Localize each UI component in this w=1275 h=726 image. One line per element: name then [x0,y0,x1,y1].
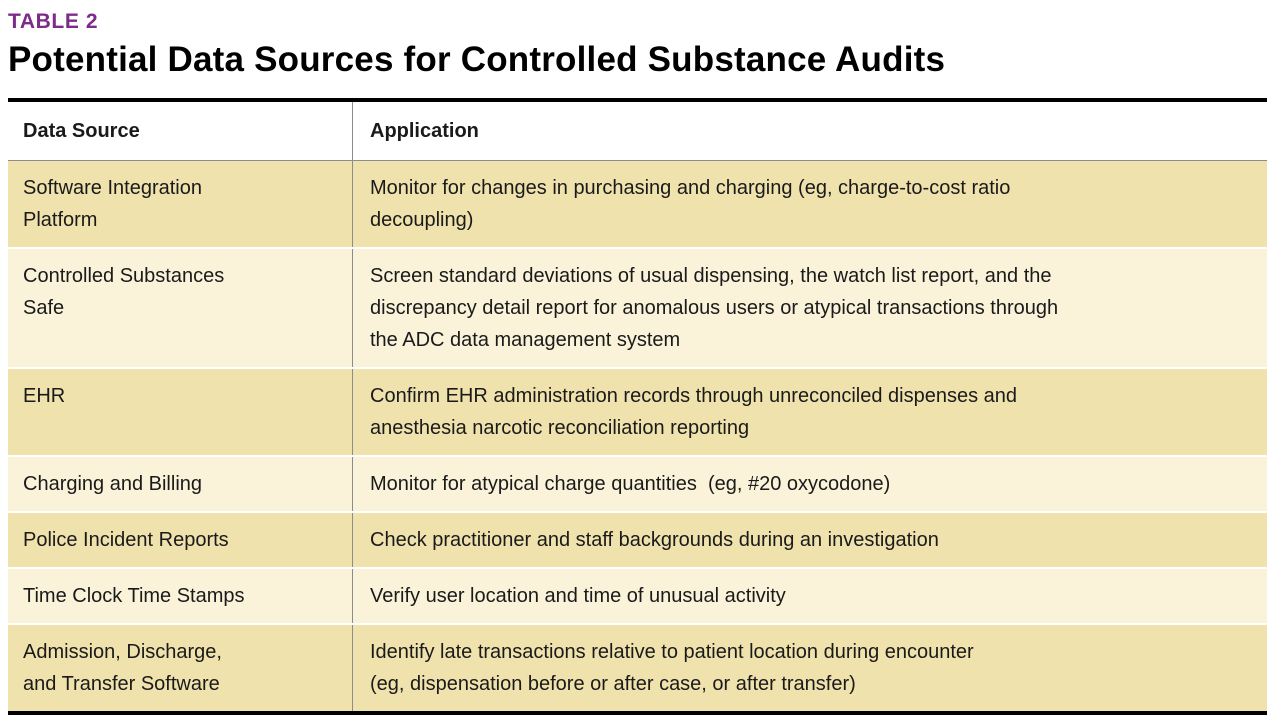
application-cell: Monitor for atypical charge quantities (… [370,473,891,495]
data-source-cell: Charging and Billing [8,457,353,511]
data-source-cell: Time Clock Time Stamps [8,569,353,623]
table-header-row: Data Source Application [8,102,1267,161]
table-title: Potential Data Sources for Controlled Su… [8,40,946,79]
application-cell: Verify user location and time of unusual… [370,585,786,607]
data-source-cell: EHR [8,369,353,455]
table-row: Time Clock Time Stamps Verify user locat… [8,569,1267,625]
table-row: EHR Confirm EHR administration records t… [8,369,1267,457]
application-cell: Screen standard deviations of usual disp… [370,265,1059,351]
table-row: Controlled Substances Safe Screen standa… [8,249,1267,369]
application-cell: Monitor for changes in purchasing and ch… [370,177,1011,231]
data-table: Data Source Application Software Integra… [8,98,1267,715]
column-header-application: Application [370,120,479,142]
table-row: Charging and Billing Monitor for atypica… [8,457,1267,513]
data-source-cell: Controlled Substances Safe [8,249,353,367]
column-header-data-source: Data Source [8,102,353,160]
table-label: TABLE 2 [8,10,99,33]
data-source-cell: Police Incident Reports [8,513,353,567]
data-source-cell: Software Integration Platform [8,161,353,247]
table-row: Software Integration Platform Monitor fo… [8,161,1267,249]
table-row: Police Incident Reports Check practition… [8,513,1267,569]
application-cell: Check practitioner and staff backgrounds… [370,529,939,551]
application-cell: Identify late transactions relative to p… [370,641,974,695]
table-row: Admission, Discharge, and Transfer Softw… [8,625,1267,711]
application-cell: Confirm EHR administration records throu… [370,385,1017,439]
data-source-cell: Admission, Discharge, and Transfer Softw… [8,625,353,711]
